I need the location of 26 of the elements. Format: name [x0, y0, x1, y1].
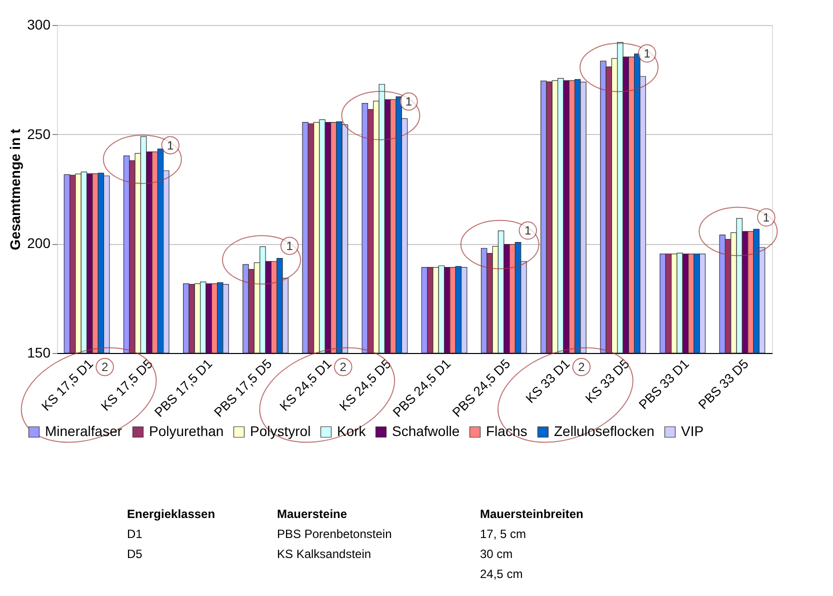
y-axis-title: Gesamtmenge in t: [7, 128, 24, 250]
legend-label: Polyurethan: [149, 423, 224, 439]
legend-label: Kork: [337, 423, 367, 439]
x-tick-label: KS 33 D1: [522, 356, 573, 406]
y-tick-label: 250: [27, 126, 51, 142]
y-tick-label: 200: [27, 235, 51, 252]
legend-label: Schafwolle: [392, 423, 460, 439]
annotation: 1: [524, 224, 532, 238]
legend-label: Zelluloseflocken: [554, 423, 654, 439]
annotation: 1: [286, 238, 294, 253]
legend-label: Mineralfaser: [45, 423, 122, 439]
text: Mauersteinbreiten 17, 5 cm 30 cm 24,5 cm: [480, 507, 584, 581]
annotation: 1: [644, 46, 651, 60]
y-tick-label: 150: [27, 344, 51, 360]
annotation: 1: [762, 210, 770, 224]
text: Energieklassen D1 D5: [127, 507, 216, 561]
annotation: 1: [167, 138, 174, 152]
text: Mauersteine PBS Porenbetonstein KS Kalksandstein: [277, 507, 392, 561]
annotation: 1: [405, 94, 412, 109]
text: 2: [578, 360, 586, 374]
y-tick-label: 300: [27, 16, 51, 32]
legend-label: Flachs: [486, 423, 528, 439]
legend-label: VIP: [681, 423, 704, 439]
legend-label: Polystyrol: [250, 423, 311, 439]
text: 2: [340, 360, 347, 374]
text: 2: [101, 360, 108, 374]
